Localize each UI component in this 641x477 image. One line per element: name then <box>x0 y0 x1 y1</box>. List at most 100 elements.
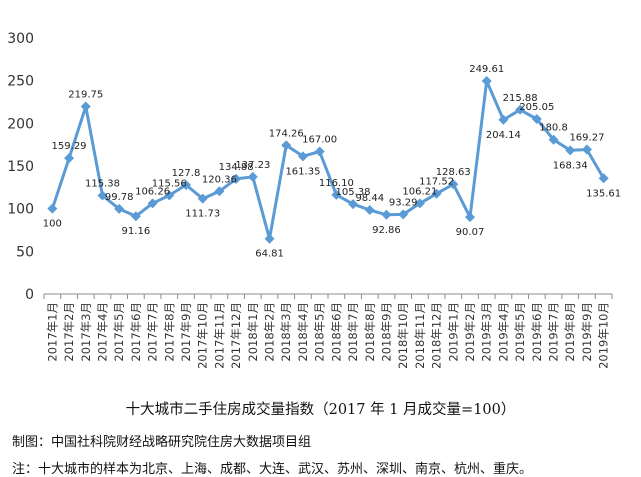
data-label: 106.21 <box>402 186 437 197</box>
data-label: 249.61 <box>469 64 504 75</box>
data-point <box>431 188 442 199</box>
data-label: 161.35 <box>285 166 320 177</box>
series-markers <box>47 75 609 244</box>
x-tick-label: 2017年7月 <box>146 302 160 362</box>
data-point <box>181 179 191 190</box>
data-label: 205.05 <box>519 102 554 113</box>
data-label: 128.63 <box>436 167 471 178</box>
data-point <box>498 114 509 125</box>
data-label: 90.07 <box>456 227 485 238</box>
x-tick-label: 2019年10月 <box>597 302 611 369</box>
x-tick-label: 2019年2月 <box>463 302 477 362</box>
x-tick-label: 2017年11月 <box>212 302 226 369</box>
data-point <box>64 153 75 164</box>
data-label: 115.56 <box>152 178 187 189</box>
x-tick-label: 2019年3月 <box>480 302 494 362</box>
data-label: 115.38 <box>85 179 120 190</box>
data-label: 91.16 <box>122 226 151 237</box>
x-tick-label: 2018年10月 <box>396 302 410 369</box>
data-label: 204.14 <box>486 130 521 141</box>
x-tick-label: 2017年8月 <box>162 302 176 362</box>
data-point <box>581 144 592 155</box>
x-tick-label: 2017年12月 <box>229 302 243 369</box>
data-label: 180.8 <box>539 123 568 134</box>
data-point <box>381 209 392 220</box>
y-axis-ticks: 0 50 100 150 200 250 300 <box>7 31 34 303</box>
x-tick-label: 2017年1月 <box>45 302 59 362</box>
data-label: 93.29 <box>389 197 418 208</box>
data-point <box>114 203 125 214</box>
x-tick-label: 2018年5月 <box>313 302 327 362</box>
data-point <box>565 145 576 156</box>
x-tick-label: 2017年4月 <box>95 302 109 362</box>
x-tick-label: 2019年4月 <box>496 302 510 362</box>
x-tick-label: 2018年4月 <box>296 302 310 362</box>
data-label: 219.75 <box>68 89 103 100</box>
data-point <box>481 75 492 86</box>
x-tick-label: 2017年3月 <box>79 302 93 362</box>
data-label: 127.8 <box>172 168 201 179</box>
x-tick-label: 2019年7月 <box>547 302 561 362</box>
data-label: 98.44 <box>355 193 384 204</box>
y-tick-label: 200 <box>7 116 34 132</box>
data-point <box>147 198 158 209</box>
x-tick-label: 2019年9月 <box>580 302 594 362</box>
x-tick-label: 2018年7月 <box>346 302 360 362</box>
x-tick-label: 2017年10月 <box>196 302 210 369</box>
data-point <box>130 211 141 222</box>
x-axis-ticks: 2017年1月 2017年2月 2017年3月 2017年4月 2017年5月 2017年… <box>45 302 610 369</box>
data-label: 215.88 <box>503 93 538 104</box>
data-point <box>398 209 409 220</box>
data-labels: 100 159.29 219.75 115.38 99.78 91.16 106.26115… <box>43 64 621 260</box>
x-tick-label: 2019年5月 <box>513 302 527 362</box>
data-point <box>281 140 292 151</box>
data-label: 168.34 <box>553 160 588 171</box>
x-tick-label: 2018年1月 <box>246 302 260 362</box>
data-label: 92.86 <box>372 225 401 236</box>
data-label: 100 <box>43 219 62 230</box>
chart-title: 十大城市二手住房成交量指数（2017 年 1 月成交量=100） <box>125 402 516 418</box>
data-label: 117.52 <box>419 177 454 188</box>
data-label: 167.00 <box>302 134 337 145</box>
data-point <box>548 134 559 145</box>
data-point <box>164 190 175 201</box>
x-tick-label: 2018年2月 <box>263 302 277 362</box>
x-tick-label: 2018年3月 <box>279 302 293 362</box>
data-point <box>47 203 58 214</box>
data-label: 134.88 <box>219 162 254 173</box>
data-point <box>97 190 108 201</box>
data-point <box>364 204 375 215</box>
series-line <box>50 79 605 241</box>
data-label: 116.10 <box>319 178 354 189</box>
data-point <box>231 173 242 184</box>
x-tick-label: 2018年12月 <box>430 302 444 369</box>
x-tick-label: 2018年11月 <box>413 302 427 369</box>
x-tick-label: 2018年6月 <box>329 302 343 362</box>
data-point <box>531 114 542 125</box>
x-tick-label: 2017年9月 <box>179 302 193 362</box>
x-tick-label: 2018年8月 <box>363 302 377 362</box>
y-tick-label: 300 <box>7 31 34 47</box>
data-point <box>515 104 526 115</box>
data-label: 169.27 <box>569 133 604 144</box>
data-label: 174.26 <box>269 128 304 139</box>
data-point <box>297 151 308 162</box>
data-label: 106.26 <box>135 186 170 197</box>
data-point <box>348 199 359 210</box>
data-point <box>264 233 275 244</box>
data-label: 137.23 <box>235 160 270 171</box>
chart-credit: 制图：中国社科院财经战略研究院住房大数据项目组 <box>12 435 312 450</box>
data-point <box>214 186 225 197</box>
data-label: 159.29 <box>52 141 87 152</box>
data-point <box>598 173 609 184</box>
data-point <box>247 171 258 182</box>
data-point <box>197 193 208 204</box>
y-tick-label: 250 <box>7 74 34 90</box>
x-tick-label: 2019年8月 <box>563 302 577 362</box>
x-tick-label: 2017年6月 <box>129 302 143 362</box>
y-tick-label: 50 <box>16 244 34 260</box>
x-tick-label: 2019年1月 <box>446 302 460 362</box>
chart-axes <box>43 293 613 299</box>
x-tick-label: 2017年2月 <box>62 302 76 362</box>
x-tick-label: 2018年9月 <box>379 302 393 362</box>
